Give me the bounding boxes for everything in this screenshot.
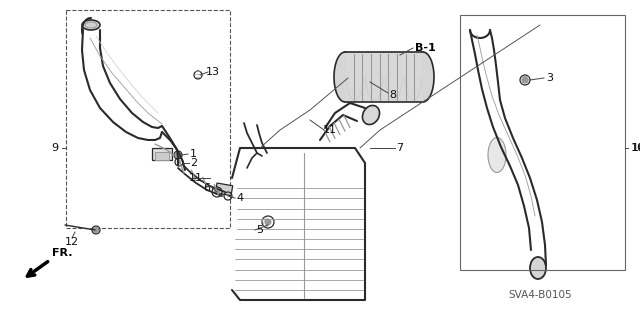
Bar bbox=[215, 183, 233, 196]
Bar bbox=[152, 148, 172, 160]
Circle shape bbox=[175, 152, 180, 158]
Ellipse shape bbox=[82, 20, 100, 30]
Circle shape bbox=[177, 160, 180, 164]
Bar bbox=[345, 52, 423, 102]
Text: 11: 11 bbox=[323, 125, 337, 135]
Bar bbox=[460, 15, 625, 270]
Text: 12: 12 bbox=[65, 237, 79, 247]
Text: 3: 3 bbox=[547, 73, 554, 83]
Text: 2: 2 bbox=[191, 158, 198, 168]
Text: 10: 10 bbox=[631, 143, 640, 153]
Circle shape bbox=[264, 219, 271, 226]
Ellipse shape bbox=[85, 22, 97, 28]
Bar bbox=[66, 10, 230, 228]
Circle shape bbox=[214, 189, 220, 195]
Text: 6: 6 bbox=[204, 183, 211, 193]
Text: 13: 13 bbox=[206, 67, 220, 77]
Text: 9: 9 bbox=[51, 143, 59, 153]
Text: 5: 5 bbox=[257, 225, 264, 235]
Text: B-1: B-1 bbox=[415, 43, 436, 53]
Text: 8: 8 bbox=[389, 90, 397, 100]
Text: SVA4-B0105: SVA4-B0105 bbox=[508, 290, 572, 300]
Bar bbox=[155, 152, 169, 160]
Text: 4: 4 bbox=[236, 193, 244, 203]
Ellipse shape bbox=[530, 257, 546, 279]
Ellipse shape bbox=[412, 52, 434, 102]
Ellipse shape bbox=[334, 52, 356, 102]
Text: 10: 10 bbox=[632, 143, 640, 153]
Circle shape bbox=[93, 227, 99, 233]
Ellipse shape bbox=[362, 106, 380, 124]
Text: 7: 7 bbox=[396, 143, 404, 153]
Ellipse shape bbox=[488, 137, 506, 173]
Circle shape bbox=[522, 77, 528, 83]
Text: 11: 11 bbox=[189, 173, 203, 183]
Text: FR.: FR. bbox=[52, 248, 72, 258]
Text: 1: 1 bbox=[189, 149, 196, 159]
